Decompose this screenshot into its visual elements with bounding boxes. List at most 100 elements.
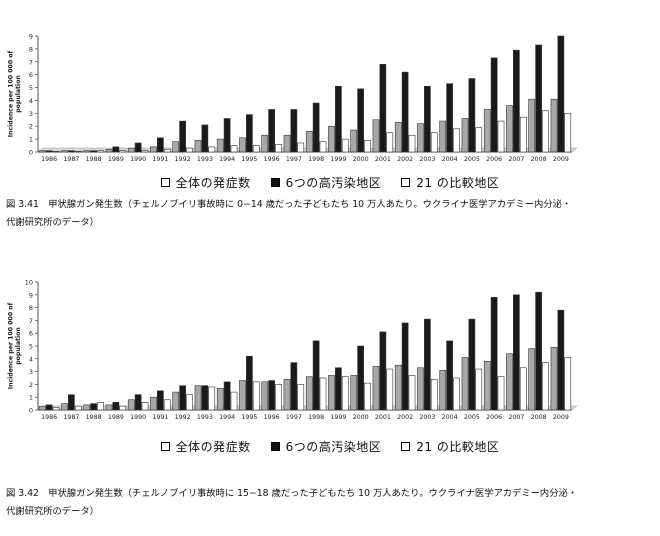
bar-high-2006 (490, 57, 498, 153)
bar-all-1996 (261, 381, 269, 411)
legend-swatch-high-2 (270, 441, 280, 451)
bar-cmp-1986 (52, 407, 60, 411)
bar-all-2004 (439, 120, 447, 153)
x-tick-label: 1996 (264, 156, 280, 163)
bar-cmp-1987 (74, 405, 82, 411)
bar-cmp-1988 (97, 150, 104, 153)
chart-1-legend: 全体の発症数 6つの高汚染地区 21 の比較地区 (0, 172, 660, 192)
bar-high-1992 (179, 120, 186, 153)
y-tick-label: 8 (29, 45, 33, 53)
figure-caption-1: 図 3.41 甲状腺ガン発生数（チェルノブイリ事故時に 0−14 歳だった子ども… (6, 196, 656, 232)
legend-swatch-high (270, 177, 280, 187)
bar-all-1994 (216, 387, 224, 411)
bar-cmp-2006 (497, 376, 505, 411)
bar-all-2007 (506, 353, 513, 411)
bar-high-1988 (90, 403, 97, 411)
bar-high-1994 (223, 381, 231, 411)
bar-all-2005 (461, 357, 469, 411)
bar-all-2006 (483, 361, 491, 411)
bar-high-2000 (357, 345, 364, 411)
legend-label-high-2: 6つの高汚染地区 (285, 439, 382, 454)
y-tick-label: 3 (29, 368, 33, 376)
bar-high-1986 (45, 150, 53, 153)
bar-high-1995 (246, 114, 253, 153)
bar-all-2007 (506, 105, 513, 153)
bar-all-1997 (283, 134, 291, 153)
bar-cmp-2008 (542, 362, 549, 411)
bar-cmp-2006 (497, 120, 505, 153)
bar-all-1996 (261, 134, 269, 153)
x-tick-label: 1993 (197, 156, 213, 163)
x-tick-label: 2002 (397, 414, 413, 421)
y-axis-label-line-2: population (15, 75, 22, 113)
legend-label-cmp: 21 の比較地区 (416, 175, 500, 190)
chart-1: 0 1 2 3 4 5 6 7 8 9 Incidence per 100 000 ofpopula… (8, 33, 578, 163)
x-tick-label: 1992 (175, 414, 191, 421)
bar-high-1989 (112, 146, 120, 153)
y-tick-label: 5 (29, 343, 33, 351)
bar-cmp-1999 (341, 138, 349, 153)
bar-all-1992 (172, 391, 180, 411)
x-tick-label: 2005 (464, 156, 480, 163)
bar-high-1991 (157, 390, 164, 411)
legend-item-cmp-2: 21 の比較地区 (401, 438, 499, 455)
x-tick-label: 1991 (152, 414, 168, 421)
caption-1-line-2: 代謝研究所のデータ） (6, 217, 99, 228)
bar-all-2003 (417, 367, 424, 411)
bar-cmp-1986 (52, 151, 60, 153)
bar-all-1995 (239, 137, 246, 153)
bar-cmp-1990 (141, 150, 149, 153)
bar-high-1991 (157, 137, 164, 153)
legend-label-high: 6つの高汚染地区 (285, 175, 382, 190)
bar-all-1999 (328, 125, 335, 153)
chart-1-container: 0 1 2 3 4 5 6 7 8 9 Incidence per 100 000 ofpopula… (0, 18, 660, 163)
y-axis-label: Incidence per 100 000 ofpopulation (8, 50, 23, 137)
bar-high-2002 (401, 71, 409, 153)
x-tick-label: 2007 (508, 156, 524, 163)
legend-swatch-all-2 (160, 441, 170, 451)
bar-all-2008 (528, 348, 536, 411)
bar-cmp-2002 (408, 375, 416, 411)
bar-cmp-2004 (453, 377, 460, 411)
bar-high-2005 (468, 78, 476, 153)
bar-cmp-2007 (519, 367, 527, 411)
bar-cmp-2001 (386, 368, 394, 411)
bar-cmp-1998 (319, 141, 327, 153)
legend-item-high-2: 6つの高汚染地区 (270, 438, 382, 455)
x-tick-label: 1987 (63, 414, 79, 421)
x-tick-label: 1987 (63, 156, 79, 163)
chart-2-container: 0 1 2 3 4 5 6 7 8 9 10 Incidence per 100 000 ofpopu… (0, 272, 660, 427)
bar-cmp-2009 (564, 357, 572, 411)
bar-high-1987 (68, 394, 75, 411)
x-tick-label: 2006 (486, 414, 502, 421)
bar-high-2006 (490, 297, 498, 411)
bar-all-1987 (61, 150, 68, 153)
legend-swatch-all (160, 177, 170, 187)
bar-high-1996 (268, 109, 275, 153)
bar-cmp-1990 (141, 402, 149, 411)
y-tick-label: 5 (29, 84, 33, 92)
x-tick-label: 1986 (41, 156, 57, 163)
x-tick-label: 1994 (219, 414, 235, 421)
x-tick-label: 2006 (486, 156, 502, 163)
bar-all-2009 (550, 98, 558, 153)
legend-item-all: 全体の発症数 (160, 174, 251, 191)
bar-all-2002 (394, 364, 402, 411)
y-axis-label-line-1: Incidence per 100 000 of (8, 50, 15, 137)
x-tick-label: 2008 (531, 414, 547, 421)
bar-high-1998 (312, 102, 320, 153)
bar-cmp-1997 (297, 384, 305, 411)
y-tick-label: 0 (29, 149, 33, 157)
bar-all-1998 (305, 131, 313, 153)
bar-high-1993 (201, 385, 209, 411)
y-tick-label: 1 (29, 136, 33, 144)
x-tick-label: 2005 (464, 414, 480, 421)
bar-all-1993 (194, 385, 202, 411)
bar-all-1991 (150, 396, 157, 411)
x-tick-label: 2004 (442, 414, 458, 421)
legend-swatch-cmp-2 (401, 441, 411, 451)
x-tick-label: 2003 (419, 156, 435, 163)
bar-all-1990 (127, 147, 135, 153)
bar-high-2004 (446, 340, 453, 411)
bar-all-1988 (83, 150, 91, 153)
